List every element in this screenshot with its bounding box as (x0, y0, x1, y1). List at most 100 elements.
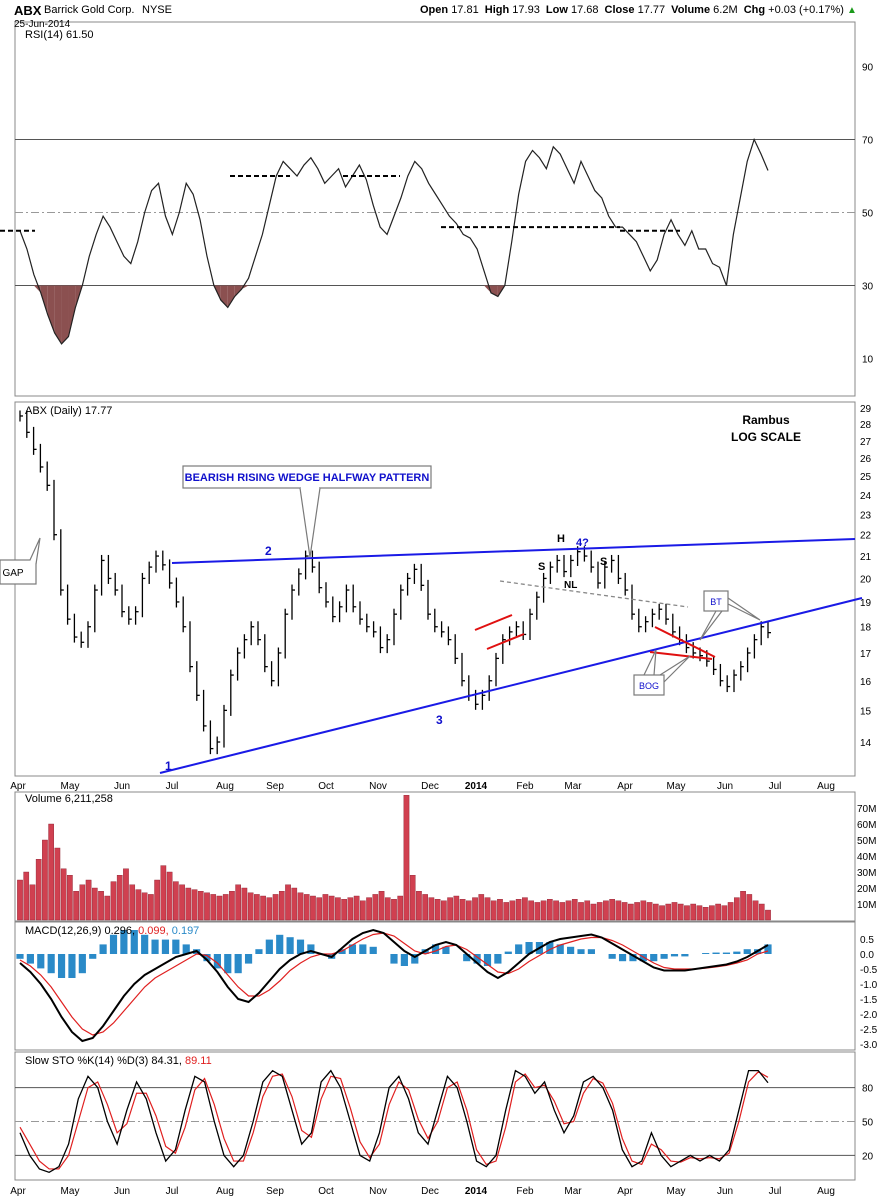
macd-histogram-bar (244, 954, 253, 964)
hs-head-label: H (557, 533, 565, 545)
volume-bar (615, 900, 622, 921)
wave-label-2: 2 (265, 544, 272, 558)
bog-callout-pointer-b (659, 655, 691, 683)
stochastic-panel (14, 1051, 856, 1181)
macd-histogram-bar (608, 954, 616, 959)
change-label: Chg (743, 4, 766, 16)
price-x-tick-4: Aug (216, 781, 234, 792)
low-label: Low (545, 4, 568, 16)
volume-bar (453, 895, 460, 921)
rsi-layer (0, 137, 855, 345)
company-name: Barrick Gold Corp. (44, 4, 135, 16)
volume-bar (285, 884, 291, 921)
price-y-tick-19: 19 (860, 598, 872, 609)
volume-bar (559, 902, 566, 921)
wave-label-3: 3 (436, 713, 443, 727)
macd-signal-line (19, 932, 769, 1036)
volume-bar (422, 894, 428, 921)
wedge-upper-trendline (171, 538, 856, 564)
volume-bar (241, 887, 248, 921)
macd-histogram-bar (286, 937, 294, 954)
price-x-tick-14: Jun (717, 781, 733, 792)
gap-callout-pointer (29, 537, 41, 565)
stochastic-y-tick-50: 50 (862, 1118, 874, 1129)
stochastic-title: Slow STO %K(14) %D(3) 84.31, 89.11 (25, 1055, 212, 1067)
volume-bar (621, 902, 628, 921)
volume-bar (652, 903, 659, 921)
volume-bar (247, 892, 254, 921)
wave-label-4: 4? (576, 537, 589, 549)
price-y-tick-22: 22 (860, 531, 872, 542)
volume-bar (478, 894, 485, 921)
gap-callout-box (0, 559, 37, 585)
low-value: 17.68 (570, 4, 599, 16)
volume-bar (23, 871, 30, 921)
macd-histogram-bar (172, 939, 180, 954)
volume-bar (690, 903, 697, 921)
price-y-tick-21: 21 (860, 552, 872, 563)
macd-histogram-bar (525, 942, 533, 954)
rsi-oversold-fill (490, 285, 498, 297)
volume-bar (434, 899, 441, 921)
volume-bar (204, 892, 210, 921)
stochastic-k-line (19, 1069, 769, 1174)
macd-histogram-bar (37, 954, 45, 969)
volume-bar (160, 865, 167, 921)
wedge-callout-pointer (299, 487, 321, 558)
volume-bar (628, 903, 634, 921)
bottom-x-tick-1: May (61, 1186, 80, 1197)
volume-bar (166, 871, 173, 921)
rsi-oversold-fill (68, 285, 76, 337)
close-value: 17.77 (637, 4, 666, 16)
stochastic-y-tick-20: 20 (862, 1151, 874, 1162)
bottom-x-tick-4: Aug (216, 1186, 234, 1197)
volume-bar (578, 902, 584, 921)
stochastic-d-line (19, 1071, 769, 1170)
volume-bar (734, 897, 740, 921)
price-x-tick-9: 2014 (465, 781, 488, 792)
volume-bar (509, 900, 516, 921)
macd-histogram-bar (743, 949, 751, 954)
rsi-y-tick-90: 90 (862, 63, 874, 74)
volume-bar (185, 887, 192, 921)
flag-upper-line (474, 614, 513, 631)
bt-callout-pointer-b (727, 597, 761, 621)
macd-histogram-bar (47, 954, 55, 974)
macd-histogram-bar (722, 952, 731, 954)
volume-bar (79, 884, 86, 921)
stochastic-d-value: 89.11 (182, 1055, 212, 1067)
volume-bar (384, 897, 391, 921)
macd-histogram-bar (120, 930, 128, 954)
macd-histogram-bar (307, 944, 315, 954)
volume-bar (547, 899, 553, 921)
bottom-x-tick-9: 2014 (465, 1186, 488, 1197)
volume-bar (609, 899, 615, 921)
volume-bar (272, 894, 279, 921)
volume-bar (522, 897, 528, 921)
ohlc-readout: Open 17.81 High 17.93 Low 17.68 Close 17… (420, 4, 857, 16)
price-y-tick-29: 29 (860, 404, 872, 415)
volume-bar (191, 889, 198, 921)
volume-bar (441, 900, 447, 921)
macd-histogram-bar (556, 944, 564, 954)
macd-y-tick--3.0: -3.0 (860, 1040, 878, 1051)
volume-bar (752, 900, 759, 921)
bog-callout-pointer-a (643, 649, 657, 676)
macd-histogram-bar (463, 954, 471, 962)
volume-bar (316, 897, 323, 921)
bottom-x-tick-0: Apr (10, 1186, 26, 1197)
volume-bar (490, 900, 497, 921)
volume-bar (528, 900, 534, 921)
volume-bar (129, 884, 136, 921)
macd-histogram-bar (265, 939, 273, 954)
axis-labels-layer: 9070503010292827262524232221201918171615… (10, 63, 877, 1198)
macd-histogram-bar (141, 934, 149, 954)
price-x-tick-7: Nov (369, 781, 387, 792)
volume-y-tick-10M: 10M (857, 900, 876, 911)
rsi-panel (14, 21, 856, 397)
volume-bar (484, 897, 491, 921)
price-y-tick-25: 25 (860, 472, 872, 483)
price-y-tick-15: 15 (860, 706, 872, 717)
price-y-tick-28: 28 (860, 420, 872, 431)
